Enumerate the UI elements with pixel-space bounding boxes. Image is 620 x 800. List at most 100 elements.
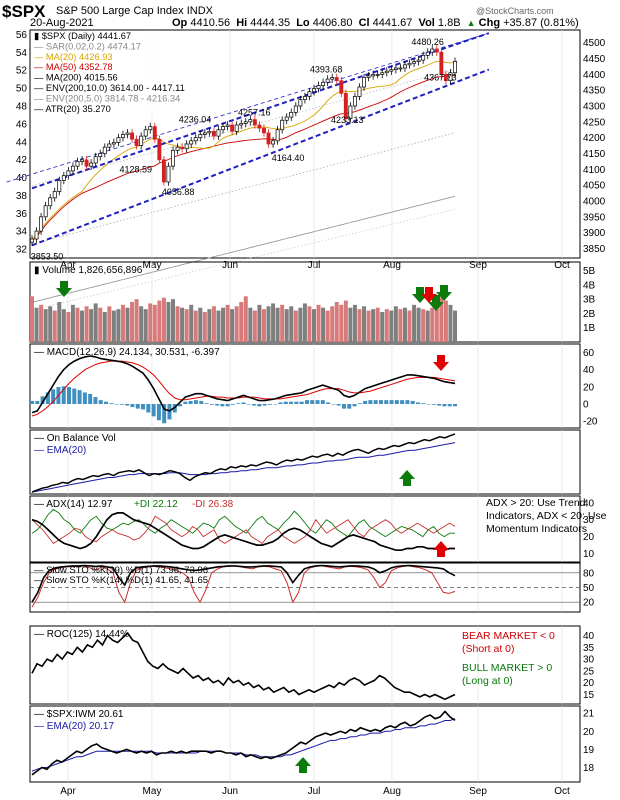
atr-axis-tick: 44 <box>16 137 28 148</box>
macd-histogram-bar <box>51 389 56 404</box>
candle-body <box>339 80 344 94</box>
adx-axis-tick: 20 <box>583 532 595 543</box>
candle-body <box>448 72 453 82</box>
volume-bar <box>202 312 207 342</box>
chg-label: Chg <box>478 17 501 29</box>
volume-bar <box>248 307 253 342</box>
volume-bar <box>111 310 116 342</box>
candle-body <box>443 73 448 82</box>
bull-market-note: BULL MARKET > 0 (Long at 0) <box>462 662 553 687</box>
candle-body <box>248 119 253 123</box>
atr-axis-tick: 52 <box>16 66 28 77</box>
candle-body <box>216 129 221 137</box>
volume-bar <box>375 307 380 342</box>
candle-body <box>298 99 303 107</box>
volume-bar <box>348 307 353 342</box>
macd-histogram-bar <box>220 404 225 407</box>
index-name: S&P 500 Large Cap Index INDX <box>56 5 213 17</box>
macd-histogram-bar <box>162 404 167 424</box>
ratio-axis-tick: 19 <box>583 745 595 756</box>
macd-histogram-bar <box>109 403 114 404</box>
macd-histogram-bar <box>431 404 436 405</box>
price-annotation: 4056.88 <box>162 187 195 197</box>
price-axis-tick: 3850 <box>583 244 606 255</box>
volume-bar <box>184 309 189 342</box>
channel-lower-line <box>31 68 490 247</box>
roc-title: — ROC(125) 14.44% <box>34 629 129 640</box>
macd-histogram-bar <box>262 404 267 406</box>
atr-axis-tick: 54 <box>16 48 28 59</box>
roc-axis-tick: 15 <box>583 690 595 701</box>
bottom-month-label: May <box>143 786 162 797</box>
open-label: Op <box>172 17 188 29</box>
volume-bar <box>312 309 316 342</box>
macd-axis-tick: 20 <box>583 382 595 393</box>
price-annotation: 4367.73 <box>424 73 457 83</box>
macd-histogram-bar <box>119 404 124 405</box>
macd-histogram-bar <box>241 402 246 404</box>
candle-body <box>171 149 175 167</box>
volume-bar <box>207 309 212 342</box>
roc-axis-tick: 40 <box>583 631 595 642</box>
macd-histogram-bar <box>230 404 235 405</box>
volume-bar <box>402 307 407 342</box>
watermark: @StockCharts.com <box>476 6 554 16</box>
macd-histogram-bar <box>389 400 394 404</box>
candle-body <box>193 137 198 142</box>
volume-bar <box>257 304 262 342</box>
candle-body <box>284 116 289 121</box>
quote-bar: Op 4410.56 Hi 4444.35 Lo 4406.80 Cl 4441… <box>172 17 579 29</box>
candle-body <box>148 126 153 131</box>
volume-bar <box>298 307 303 342</box>
volume-bar <box>352 304 357 342</box>
candle-body <box>125 132 130 135</box>
volume-bar <box>175 306 180 342</box>
macd-histogram-bar <box>405 400 410 404</box>
volume-bar <box>434 303 439 342</box>
adx-title: — ADX(14) 12.97 <box>34 499 113 510</box>
volume-bar <box>316 304 321 342</box>
roc-axis-tick: 30 <box>583 655 595 666</box>
macd-histogram-bar <box>331 404 336 405</box>
open-value: 4410.56 <box>190 17 231 29</box>
volume-bar <box>57 302 62 342</box>
macd-axis-tick: 60 <box>583 348 595 359</box>
close-label: Cl <box>358 17 370 29</box>
price-panel <box>29 29 581 259</box>
candle-body <box>66 170 71 177</box>
sto39-line <box>31 564 456 603</box>
macd-histogram-bar <box>368 400 373 404</box>
macd-histogram-bar <box>77 390 82 404</box>
candle-body <box>362 77 366 88</box>
volume-bar <box>389 310 394 342</box>
candle-body <box>52 191 57 199</box>
env-upper-5 <box>31 132 456 245</box>
volume-bar <box>157 300 162 342</box>
volume-bar <box>398 309 403 342</box>
candle-body <box>398 67 403 70</box>
candle-body <box>80 159 84 162</box>
obv-line <box>31 433 456 493</box>
plus-di-label: +DI 22.12 <box>134 499 178 510</box>
macd-histogram-bar <box>188 400 193 404</box>
volume-bar <box>193 310 198 342</box>
adx-axis-tick: 30 <box>583 515 595 526</box>
high-label: Hi <box>236 17 248 29</box>
ratio-green-arrow <box>295 757 311 773</box>
candle-body <box>57 180 62 192</box>
candle-body <box>61 175 66 181</box>
volume-bar <box>130 302 135 342</box>
volume-axis-tick: 3B <box>583 295 596 306</box>
low-value: 4406.80 <box>312 17 353 29</box>
volume-bar <box>39 304 44 342</box>
candle-body <box>316 85 321 89</box>
macd-histogram-bar <box>326 402 331 404</box>
macd-histogram-bar <box>410 400 415 404</box>
volume-bar <box>230 309 235 342</box>
price-axis-tick: 4450 <box>583 54 606 65</box>
price-axis-tick: 3900 <box>583 228 606 239</box>
atr-axis-tick: 50 <box>16 84 28 95</box>
price-annotation: 4233.13 <box>331 115 364 125</box>
atr-axis-tick: 46 <box>16 119 28 130</box>
price-axis-tick: 4200 <box>583 133 606 144</box>
